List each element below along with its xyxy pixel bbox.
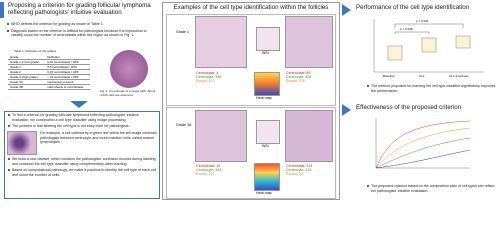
count: Centroblast: 4 bbox=[196, 71, 219, 75]
example-row: For example, a cell outlined by a green … bbox=[7, 131, 157, 156]
heatmap-label: Heat map bbox=[256, 96, 272, 100]
definition-table: Grade Definition Grade 1-2 (low grade) 0-1… bbox=[8, 55, 90, 90]
cell: Grade 1-2 (low grade) bbox=[8, 59, 46, 65]
p-value: p = 0.015 bbox=[400, 27, 413, 31]
bullet: The method proposed for learning the cel… bbox=[366, 84, 500, 93]
examples-panel bbox=[162, 2, 340, 200]
bullet: We build a new dataset, which contains t… bbox=[7, 157, 157, 166]
patch-image bbox=[285, 110, 333, 162]
bullet: To find a criterion for grading follicul… bbox=[7, 113, 157, 122]
count: Centrocyte: 416 bbox=[286, 168, 312, 172]
x-label: CLL & softmax bbox=[449, 74, 469, 78]
middle-title: Examples of the cell type identification… bbox=[173, 4, 329, 11]
count: Centroblast: 16 bbox=[196, 164, 221, 168]
counts: Centroblast: 16 Centrocyte: 344 Round: 1… bbox=[196, 164, 221, 176]
cell: Grade 2 bbox=[8, 69, 46, 75]
cell: 0-15 centroblasts / HPF bbox=[45, 59, 90, 65]
approach-box bbox=[4, 111, 160, 199]
wsi-image bbox=[256, 27, 280, 51]
down-arrow bbox=[70, 101, 88, 108]
counts: Centroblast: 214 Centrocyte: 416 Round: … bbox=[286, 164, 312, 176]
accent-bar bbox=[0, 2, 4, 18]
count: Centrocyte: 408 bbox=[286, 75, 312, 79]
count: Round: 119 bbox=[196, 172, 215, 176]
count: Centroblast: 214 bbox=[286, 164, 313, 168]
left-title: Proposing a criterion for grading follic… bbox=[8, 2, 151, 17]
count: Round: 53 bbox=[286, 172, 303, 176]
cell-image bbox=[7, 131, 37, 156]
poster: Proposing a criterion for grading follic… bbox=[0, 2, 500, 200]
grade-label: Grade 3A bbox=[176, 123, 192, 127]
effectiveness-chart bbox=[375, 118, 471, 169]
wsi-label: WSI bbox=[262, 51, 269, 55]
cell: Grade 3A bbox=[8, 79, 46, 85]
counts: Centroblast: 4 Centrocyte: 396 Round: 17… bbox=[196, 71, 221, 83]
bullet: Based on computational pathology, we mak… bbox=[7, 168, 157, 177]
heatmap-image bbox=[254, 163, 280, 191]
patch-image bbox=[285, 16, 333, 68]
cell: Grade 3 (high grade) bbox=[8, 74, 46, 80]
example-box bbox=[166, 14, 336, 106]
performance-chart bbox=[373, 19, 484, 73]
count: Round: 376 bbox=[286, 79, 305, 83]
left-bullets: WHO defines the criterion for grading as… bbox=[6, 22, 156, 40]
patch-image bbox=[195, 16, 247, 68]
cell: 0-5 centroblasts / HPF bbox=[45, 64, 90, 70]
x-label: CLL bbox=[419, 74, 425, 78]
count: Centrocyte: 344 bbox=[196, 168, 222, 172]
p-value: p = 0.001 bbox=[416, 19, 429, 23]
count: Round: 172 bbox=[196, 79, 215, 83]
effectiveness-caption: The proposed criterion based on the comp… bbox=[360, 184, 500, 195]
x-label: Baseline bbox=[383, 74, 395, 78]
grade-label: Grade 1 bbox=[176, 30, 189, 34]
table-caption: Table 1. Definition of the grades. bbox=[14, 49, 58, 53]
cell: solid sheets of centroblasts bbox=[45, 84, 90, 90]
patch-image bbox=[195, 110, 247, 162]
cell: Definition bbox=[45, 55, 90, 60]
figure-caption: Fig. 1. An example of a single HPF. Abou… bbox=[100, 89, 156, 97]
hpf-image bbox=[110, 50, 148, 88]
counts: Centroblast: 89 Centrocyte: 408 Round: 3… bbox=[286, 71, 311, 83]
example-text: For example, a cell outlined by a green … bbox=[40, 131, 157, 145]
approach-bullets: To find a criterion for grading follicul… bbox=[7, 113, 157, 180]
cell: > 15 centroblasts / HPF bbox=[45, 74, 90, 80]
count: Centroblast: 89 bbox=[286, 71, 311, 75]
right-arrow bbox=[342, 4, 351, 16]
cell: Grade 1 bbox=[8, 64, 46, 70]
count: Centrocyte: 396 bbox=[196, 75, 222, 79]
bullet: Diagnosis based on the criterion is diff… bbox=[6, 29, 156, 38]
cell: 6-15 centroblasts / HPF bbox=[45, 69, 90, 75]
bullet: The problem is that labeling the cell ty… bbox=[7, 124, 157, 129]
bullet: WHO defines the criterion for grading as… bbox=[6, 22, 156, 27]
cell: centrocytes present bbox=[45, 79, 90, 85]
heatmap-label: Heat map bbox=[256, 191, 272, 195]
right-title: Performance of the cell type identificat… bbox=[356, 4, 470, 11]
wsi-image bbox=[256, 120, 280, 144]
performance-caption: The method proposed for learning the cel… bbox=[360, 84, 500, 95]
right-arrow bbox=[342, 104, 351, 116]
right-title: Effectiveness of the proposed criterion bbox=[356, 104, 462, 111]
wsi-label: WSI bbox=[262, 144, 269, 148]
heatmap-image bbox=[254, 72, 280, 96]
example-box bbox=[166, 107, 336, 199]
cell: Grade bbox=[8, 55, 46, 60]
bullet: The proposed criterion based on the comp… bbox=[366, 184, 500, 193]
cell: Grade 3B bbox=[8, 84, 46, 90]
